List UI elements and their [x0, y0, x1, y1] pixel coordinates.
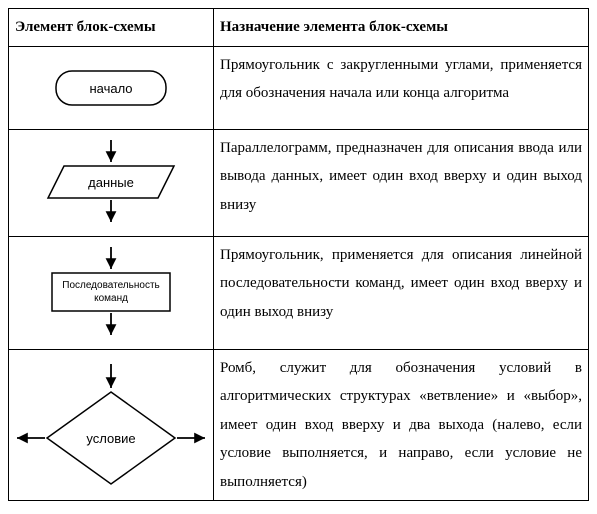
- rect-icon: [52, 273, 170, 311]
- decision-label: условие: [86, 431, 135, 446]
- header-description: Назначение элемента блок-схемы: [214, 9, 589, 47]
- table-header-row: Элемент блок-схемы Назначение элемента б…: [9, 9, 589, 47]
- terminator-shape-svg: начало: [16, 53, 206, 123]
- process-label-line2: команд: [94, 293, 128, 304]
- description-cell: Прямоугольник, применяется для описания …: [214, 236, 589, 349]
- description-cell: Параллелограмм, предназначен для описани…: [214, 129, 589, 236]
- shape-cell-process: Последовательность команд: [9, 236, 214, 349]
- decision-shape-svg: условие: [11, 360, 211, 490]
- process-shape-svg: Последовательность команд: [16, 243, 206, 343]
- table-row: Последовательность команд Прямоугольник,…: [9, 236, 589, 349]
- data-shape-svg: данные: [16, 136, 206, 230]
- shape-cell-decision: условие: [9, 349, 214, 501]
- description-cell: Прямоугольник с закругленными углами, пр…: [214, 46, 589, 129]
- shape-cell-terminator: начало: [9, 46, 214, 129]
- description-cell: Ромб, служит для обозначения условий в а…: [214, 349, 589, 501]
- table-row: данные Параллелограмм, предназначен для …: [9, 129, 589, 236]
- process-label-line1: Последовательность: [62, 280, 159, 291]
- shape-cell-data: данные: [9, 129, 214, 236]
- flowchart-elements-table: Элемент блок-схемы Назначение элемента б…: [8, 8, 589, 501]
- data-label: данные: [88, 175, 134, 190]
- table-row: условие Ромб, служит для обозначения усл…: [9, 349, 589, 501]
- table-row: начало Прямоугольник с закругленными угл…: [9, 46, 589, 129]
- terminator-label: начало: [89, 81, 132, 96]
- header-shape: Элемент блок-схемы: [9, 9, 214, 47]
